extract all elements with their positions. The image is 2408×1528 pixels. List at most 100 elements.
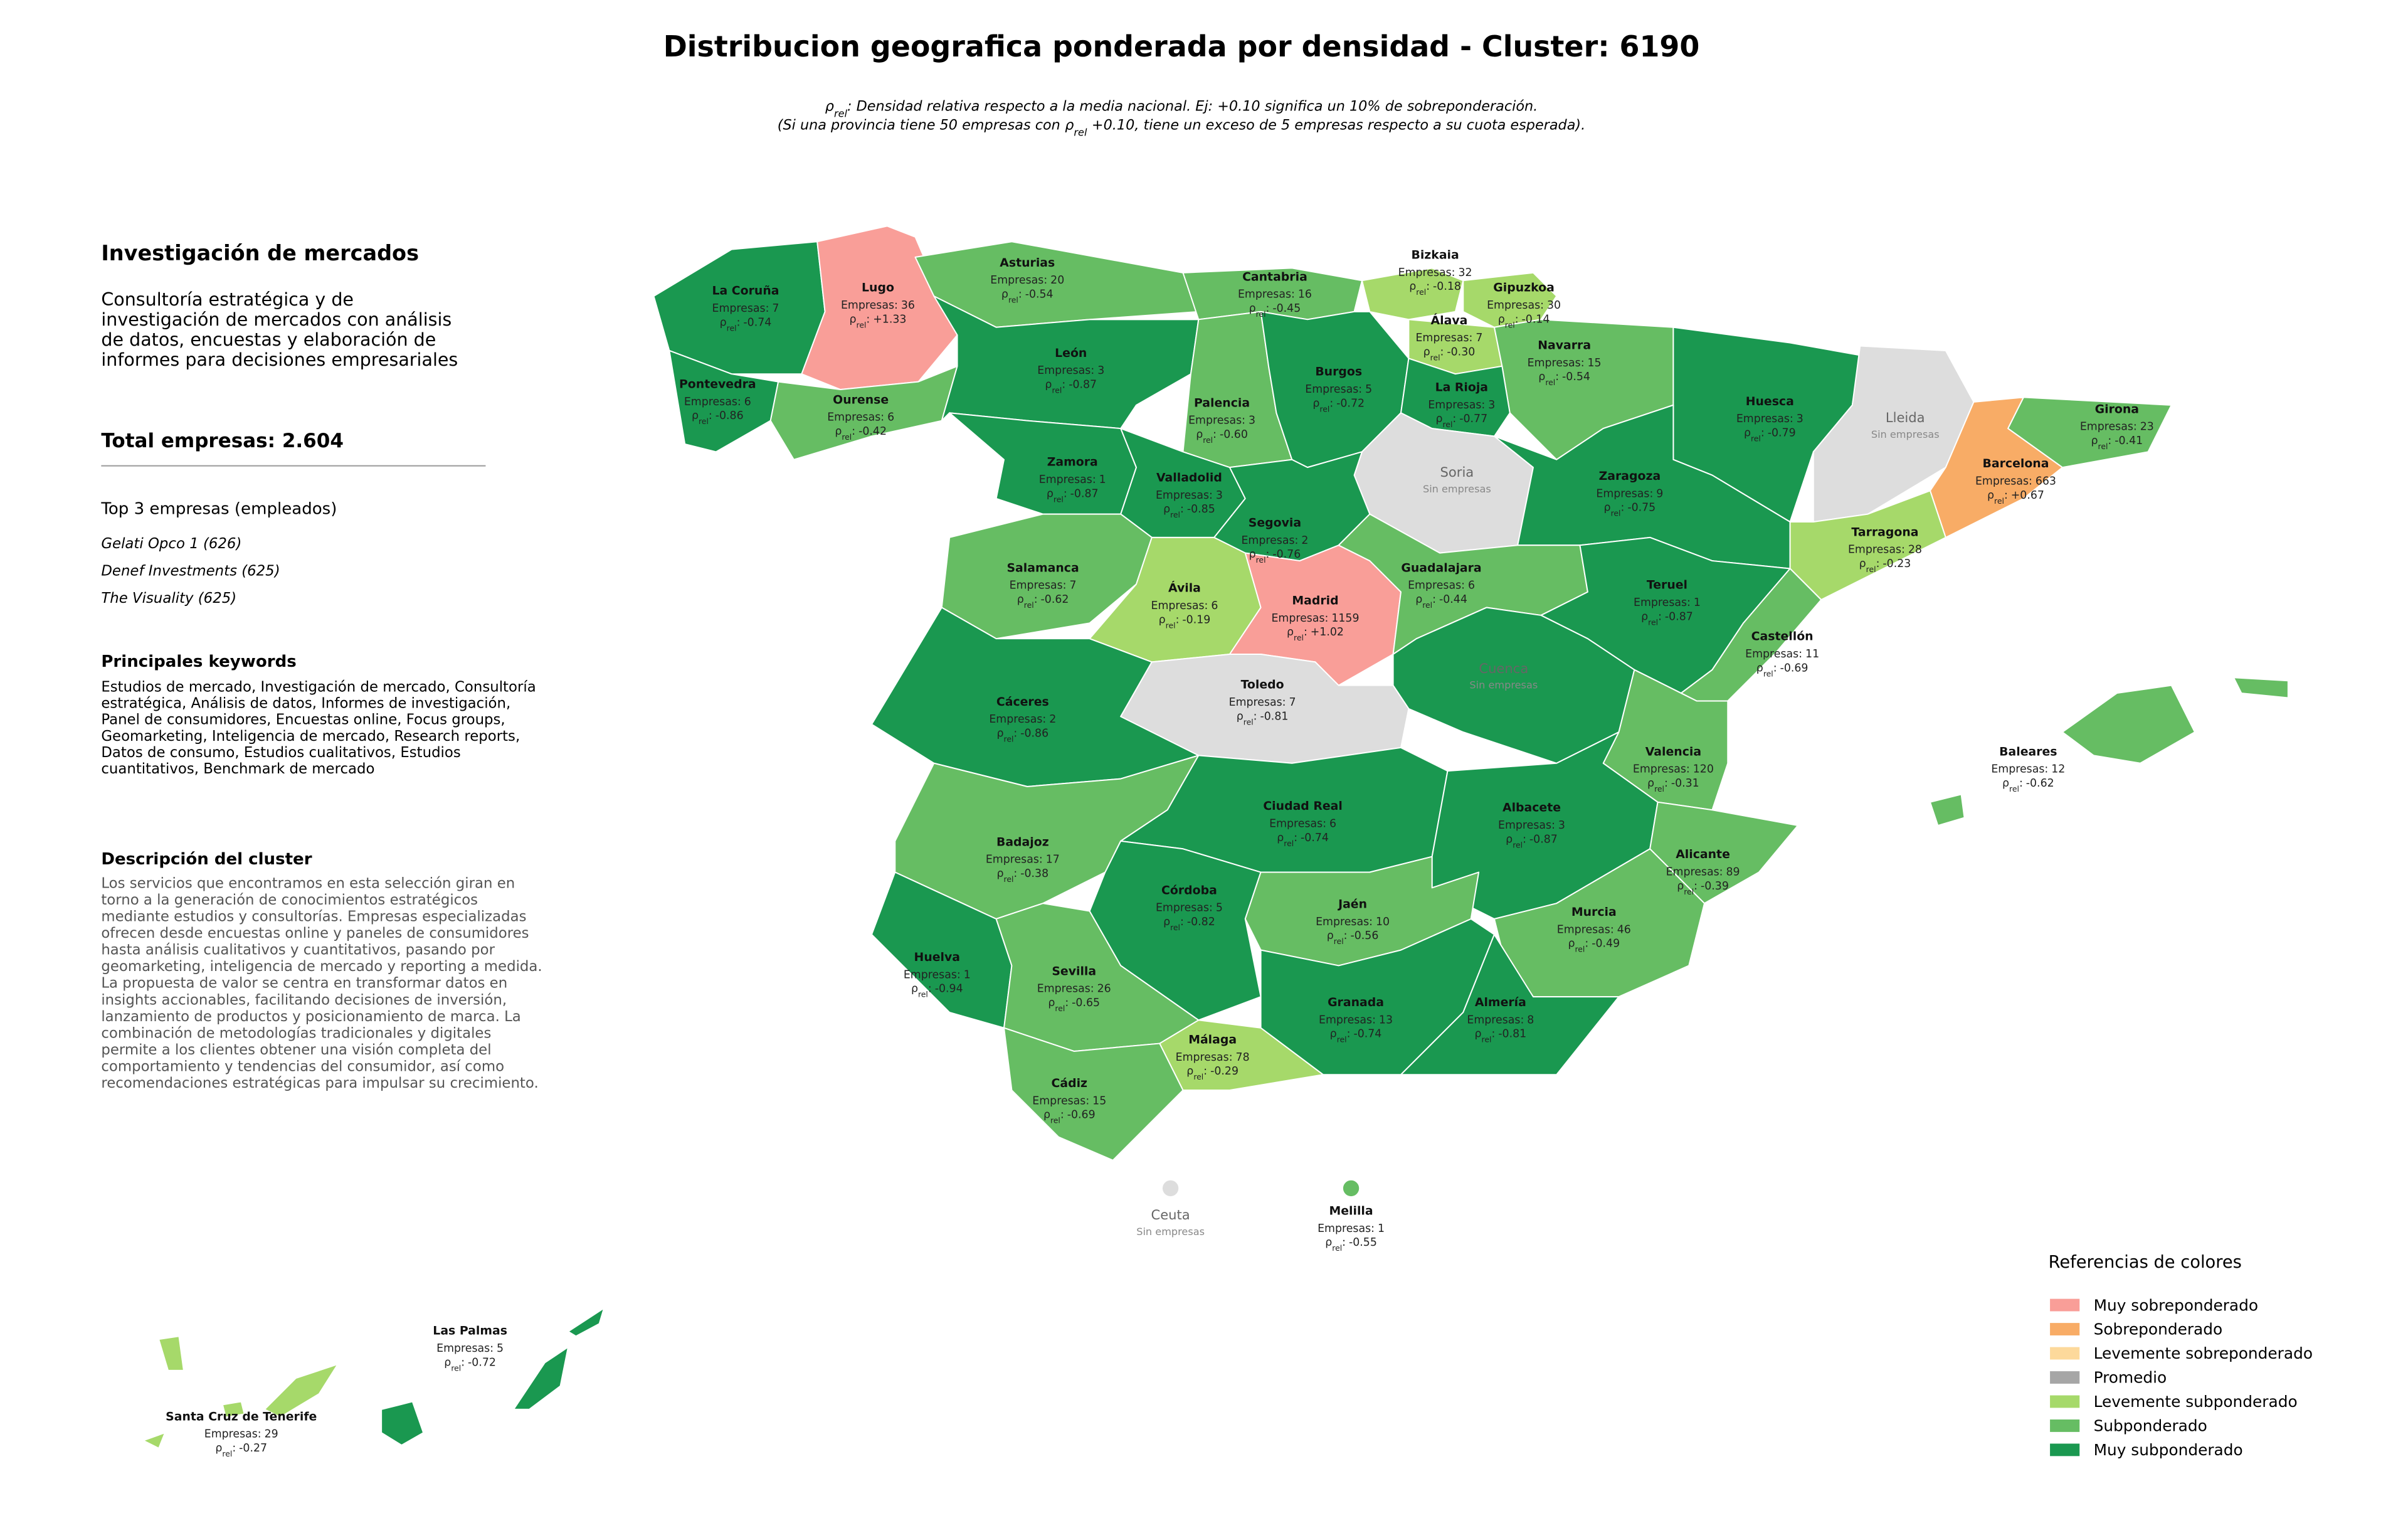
rho-sep: : (1347, 1028, 1351, 1041)
legend-label: Promedio (2094, 1369, 2167, 1387)
province-name: Jaén (1337, 898, 1367, 911)
province-name: Teruel (1647, 578, 1687, 592)
count-value: 17 (1046, 854, 1060, 866)
summary-line: informes para decisiones empresariales (101, 349, 458, 370)
rho-symbol: ρ (720, 316, 727, 329)
description-heading: Descripción del cluster (101, 850, 312, 869)
legend-label: Levemente sobreponderado (2094, 1344, 2313, 1362)
rho-symbol: ρ (1475, 1028, 1482, 1041)
province-name: Palencia (1194, 396, 1250, 410)
rho-symbol: ρ (1065, 117, 1074, 133)
count-value: 8 (1527, 1014, 1534, 1026)
rho-value: -0.38 (1020, 867, 1048, 880)
top-company: The Visuality (625) (101, 590, 236, 607)
rho-sep: : (1180, 503, 1184, 516)
rho-value: -0.56 (1350, 930, 1378, 942)
provinces (142, 225, 2289, 1449)
province-name: Soria (1440, 464, 1474, 480)
rho-symbol: ρ (1186, 1065, 1193, 1078)
count-label: Empresas: (904, 968, 961, 981)
rho-value: -0.19 (1182, 613, 1210, 626)
count-label: Empresas: (1032, 1095, 1089, 1107)
rho-subscript: rel (1256, 555, 1266, 565)
rho-sep: : (1515, 313, 1519, 326)
rho-symbol: ρ (1277, 832, 1284, 844)
rho-subscript: rel (222, 1448, 232, 1458)
province-count: Empresas: 3 (1037, 364, 1104, 377)
rho-value: -0.81 (1498, 1028, 1526, 1041)
rho-subscript: rel (1334, 936, 1344, 946)
rho-symbol: ρ (1045, 379, 1052, 391)
province-rho: ρrel: -0.62 (2002, 777, 2054, 793)
rho-sep: : (866, 313, 870, 326)
rho-symbol: ρ (1047, 487, 1054, 500)
rho-symbol: ρ (692, 410, 699, 422)
province-rho: ρrel: -0.54 (1538, 371, 1590, 387)
count-label: Empresas: (1528, 357, 1585, 369)
count-label: Empresas: (1188, 415, 1245, 427)
rho-value: -0.87 (1070, 487, 1099, 500)
province (381, 1307, 605, 1446)
keywords-heading: Principales keywords (101, 652, 296, 671)
rho-subscript: rel (1050, 1115, 1060, 1125)
panel-heading: Investigación de mercados (101, 241, 419, 265)
rho-value: -0.62 (1041, 593, 1069, 606)
count-value: 15 (1588, 357, 1602, 369)
rho-subscript: rel (1482, 1034, 1492, 1044)
province-count: Empresas: 1 (1039, 474, 1106, 486)
province-name: Zaragoza (1599, 469, 1661, 483)
rho-symbol: ρ (1423, 346, 1430, 358)
legend-label: Levemente subponderado (2094, 1393, 2298, 1411)
subtitle: ρrel: Densidad relativa respecto a la me… (825, 98, 1538, 120)
rho-value: -0.23 (1883, 558, 1911, 570)
province-count: Empresas: 3 (1498, 819, 1565, 832)
legend: Referencias de colores Muy sobreponderad… (2049, 1253, 2313, 1459)
rho-symbol: ρ (1043, 1109, 1050, 1122)
province-name: Cuenca (1479, 661, 1528, 676)
province-name: Madrid (1292, 594, 1338, 608)
rho-sep: : (1694, 880, 1698, 893)
province-status: Sin empresas (1423, 483, 1491, 495)
rho-value: +0.67 (2011, 489, 2044, 502)
rho-subscript: rel (1024, 600, 1034, 610)
count-value: 20 (1050, 274, 1064, 287)
province-count: Empresas: 89 (1666, 866, 1740, 878)
rho-value: +1.02 (1311, 626, 1344, 639)
rho-subscript: rel (1994, 496, 2004, 505)
province-rho: ρrel: -0.81 (1237, 710, 1289, 726)
province-rho: ρrel: -0.30 (1423, 346, 1476, 362)
rho-symbol: ρ (1327, 930, 1334, 942)
rho-value: -0.54 (1562, 371, 1590, 383)
province-name: León (1055, 346, 1087, 360)
title: Distribucion geografica ponderada por de… (663, 29, 1700, 63)
keywords-line: Geomarketing, Inteligencia de mercado, R… (101, 728, 520, 745)
province-rho: ρrel: -0.76 (1249, 548, 1301, 565)
count-label: Empresas: (204, 1428, 261, 1441)
description-line: Los servicios que encontramos en esta se… (101, 875, 515, 891)
rho-subscript: rel (1054, 494, 1064, 504)
count-label: Empresas: (1634, 597, 1691, 609)
province-name: Albacete (1502, 801, 1561, 815)
legend-label: Subponderado (2094, 1417, 2207, 1435)
province-name: Cádiz (1052, 1076, 1088, 1090)
province-rho: ρrel: -0.69 (1043, 1109, 1096, 1125)
province-count: Empresas: 5 (436, 1342, 504, 1355)
province-count: Empresas: 11 (1745, 648, 1819, 661)
rho-symbol: ρ (1677, 880, 1684, 893)
province-name: Málaga (1188, 1033, 1237, 1047)
legend-swatch (2050, 1395, 2080, 1408)
rho-sep: : (1344, 930, 1348, 942)
count-label: Empresas: (1241, 534, 1298, 547)
rho-sep: : (1585, 938, 1588, 950)
province-name: Girona (2095, 402, 2139, 416)
province-rho: ρrel: -0.87 (1506, 833, 1558, 849)
province-count: Empresas: 29 (204, 1428, 278, 1441)
province-count: Empresas: 78 (1176, 1051, 1250, 1064)
province-count: Empresas: 3 (1188, 415, 1255, 427)
rho-value: +1.33 (873, 313, 906, 326)
province-name: Barcelona (1983, 457, 2049, 470)
count-value: 32 (1459, 267, 1472, 279)
province-rho: ρrel: +1.33 (849, 313, 906, 329)
province-status: Sin empresas (1469, 679, 1538, 691)
province-name: Huelva (914, 950, 961, 964)
